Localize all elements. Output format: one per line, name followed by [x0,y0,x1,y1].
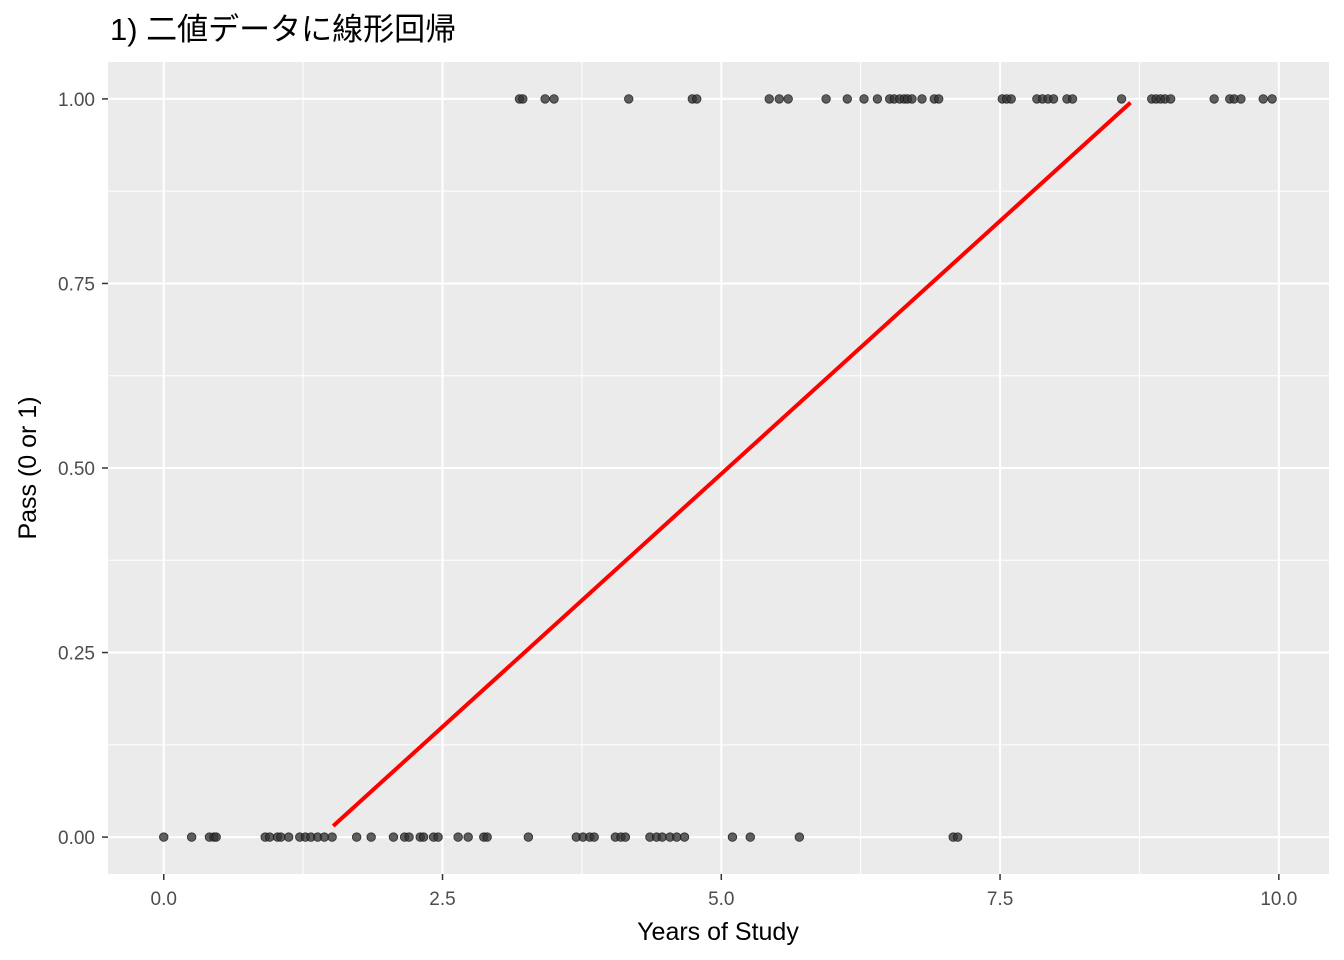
data-point [842,94,852,104]
data-point [388,832,399,842]
y-axis: 0.00 0.25 0.50 0.75 1.00 [58,90,108,849]
data-point [671,832,682,842]
data-point [523,832,534,842]
data-point [549,94,559,104]
x-tick-label: 10.0 [1260,889,1297,910]
chart-title: 1) 二値データに線形回帰 [110,12,456,47]
x-tick-label: 2.5 [429,889,455,910]
x-tick-label: 5.0 [708,889,734,910]
major-gridlines [108,62,1329,874]
y-tick-label: 0.25 [58,644,95,665]
data-point [518,94,528,104]
data-point [482,832,492,842]
data-point [783,94,793,104]
data-point [1258,94,1268,104]
data-point [859,94,869,104]
data-point [657,832,667,842]
y-axis-label: Pass (0 or 1) [14,396,42,539]
y-tick-label: 1.00 [58,90,95,111]
data-point [1048,94,1059,104]
data-point [366,832,376,842]
y-tick-label: 0.50 [58,459,95,480]
data-point [727,832,738,842]
data-point [589,832,599,842]
data-point [764,94,774,104]
x-axis: 0.0 2.5 5.0 7.5 10.0 [151,874,1297,910]
data-point [264,832,275,842]
data-point [540,94,550,104]
data-point [453,832,463,842]
fit-line-layer [331,101,1132,828]
data-point [418,832,429,842]
data-point [351,832,362,842]
data-point [159,832,169,842]
data-point [794,832,805,842]
points-layer [159,94,1277,842]
data-point [821,94,831,104]
data-point [1067,94,1078,104]
data-point [433,832,443,842]
data-point [692,94,702,104]
data-point [624,94,634,104]
data-point [1209,94,1219,104]
data-point [319,832,330,842]
data-point [872,94,883,104]
data-point [934,94,944,104]
data-point [917,94,927,104]
data-point [1236,94,1246,104]
data-point [679,832,690,842]
data-point [211,832,221,842]
data-point [186,832,197,842]
y-tick-label: 0.75 [58,274,95,295]
regression-line [331,101,1132,828]
data-point [745,832,755,842]
x-axis-label: Years of Study [637,918,799,946]
data-point [620,832,631,842]
data-point [463,832,473,842]
data-point [404,832,414,842]
data-point [1165,94,1176,104]
data-point [952,832,963,842]
y-tick-label: 0.00 [58,828,95,849]
x-tick-label: 7.5 [987,889,1013,910]
data-point [1116,94,1127,104]
data-point [774,94,784,104]
data-point [1267,94,1277,104]
data-point [907,94,917,104]
data-point [283,832,294,842]
x-tick-label: 0.0 [151,889,177,910]
data-point [276,832,286,842]
data-point [1006,94,1016,104]
data-point [327,832,337,842]
